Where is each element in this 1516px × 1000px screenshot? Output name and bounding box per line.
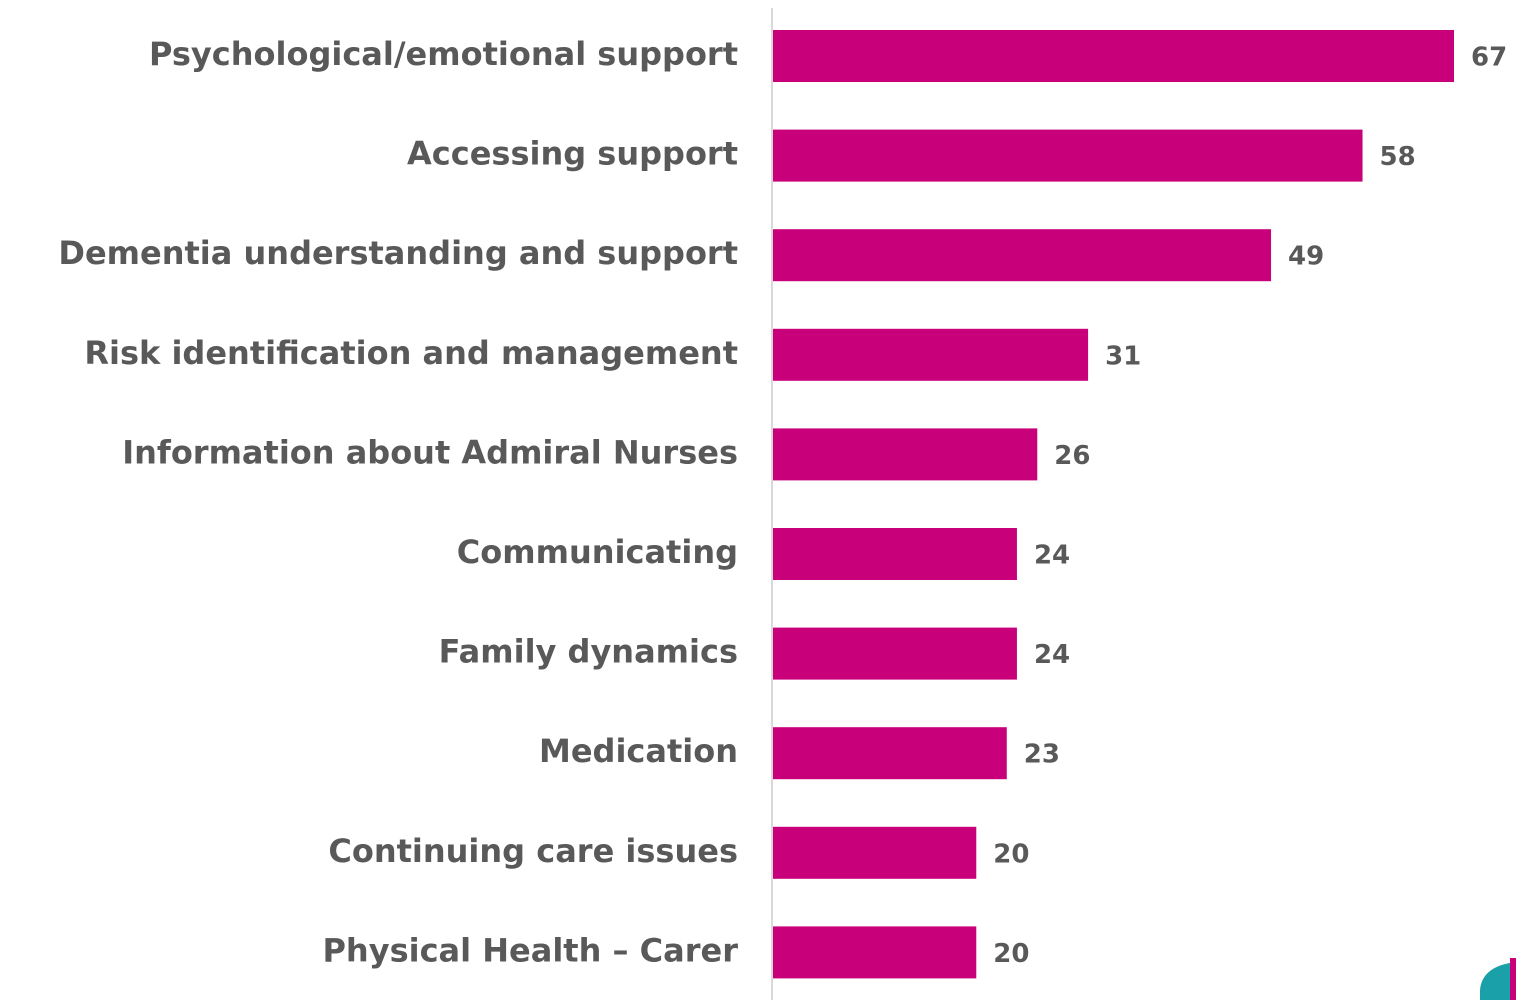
value-label: 31 xyxy=(1105,341,1141,371)
category-label: Information about Admiral Nurses xyxy=(122,433,738,471)
bar xyxy=(773,826,977,879)
value-label: 24 xyxy=(1034,541,1070,571)
logo xyxy=(1480,958,1516,1000)
bar xyxy=(773,428,1038,481)
bar xyxy=(773,129,1363,182)
bar xyxy=(773,627,1017,680)
category-label: Psychological/emotional support xyxy=(149,35,738,73)
category-label: Accessing support xyxy=(407,135,738,173)
value-label: 49 xyxy=(1288,242,1324,272)
value-label: 20 xyxy=(993,839,1029,869)
bar xyxy=(773,926,977,979)
bar xyxy=(773,328,1089,381)
bar xyxy=(773,30,1454,82)
value-label: 58 xyxy=(1380,142,1416,172)
bar xyxy=(773,528,1017,580)
bar xyxy=(773,229,1272,282)
category-label: Family dynamics xyxy=(439,633,738,671)
bar xyxy=(773,727,1007,780)
value-label: 24 xyxy=(1034,640,1070,670)
category-label: Risk identification and management xyxy=(84,334,738,372)
category-label: Dementia understanding and support xyxy=(58,234,738,272)
category-label: Communicating xyxy=(457,533,738,571)
value-label: 20 xyxy=(993,939,1029,969)
value-label: 67 xyxy=(1471,43,1507,73)
value-label: 23 xyxy=(1024,740,1060,770)
value-label: 26 xyxy=(1054,441,1090,471)
category-label: Physical Health – Carer xyxy=(322,931,738,969)
category-label: Continuing care issues xyxy=(328,832,738,870)
category-label: Medication xyxy=(539,732,738,770)
